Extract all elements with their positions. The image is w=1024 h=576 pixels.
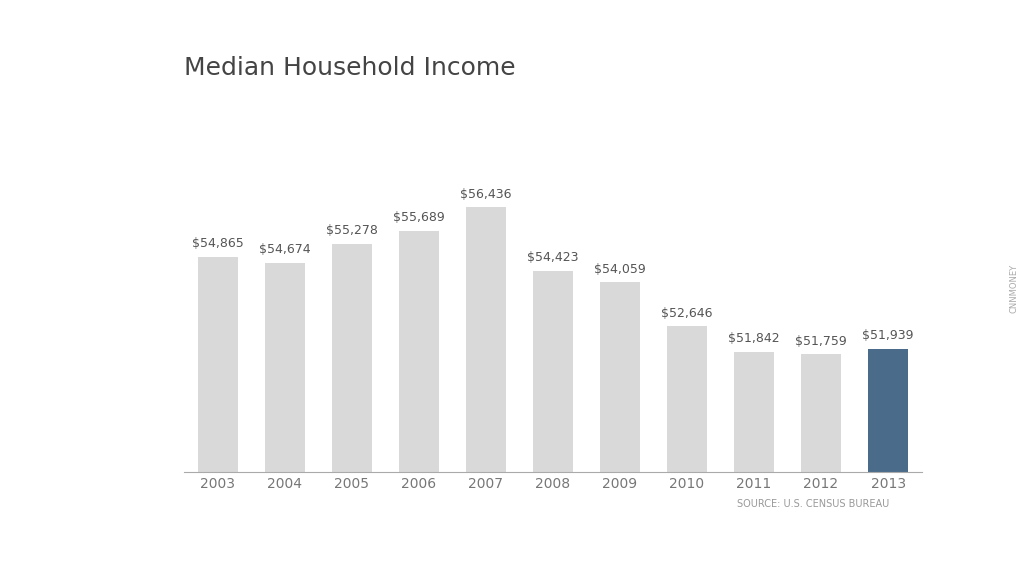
Text: $54,865: $54,865 <box>191 237 244 251</box>
Text: $55,278: $55,278 <box>326 225 378 237</box>
Bar <box>466 207 506 576</box>
Bar <box>801 354 841 576</box>
Text: $54,674: $54,674 <box>259 243 310 256</box>
Bar <box>667 327 708 576</box>
Text: $52,646: $52,646 <box>662 307 713 320</box>
Bar <box>398 231 439 576</box>
Bar <box>332 244 372 576</box>
Text: $54,059: $54,059 <box>594 263 646 276</box>
Bar <box>868 348 908 576</box>
Bar <box>198 257 238 576</box>
Text: $51,939: $51,939 <box>862 329 913 342</box>
Bar <box>734 351 774 576</box>
Text: $55,689: $55,689 <box>393 211 444 225</box>
Text: $54,423: $54,423 <box>527 251 579 264</box>
Text: $51,842: $51,842 <box>728 332 780 346</box>
Bar <box>532 271 573 576</box>
Text: SOURCE: U.S. CENSUS BUREAU: SOURCE: U.S. CENSUS BUREAU <box>737 499 890 509</box>
Text: $51,759: $51,759 <box>796 335 847 348</box>
Text: $56,436: $56,436 <box>460 188 512 201</box>
Text: Median Household Income: Median Household Income <box>184 56 516 80</box>
Bar <box>265 263 305 576</box>
Bar <box>600 282 640 576</box>
Text: CNNMONEY: CNNMONEY <box>1010 263 1019 313</box>
